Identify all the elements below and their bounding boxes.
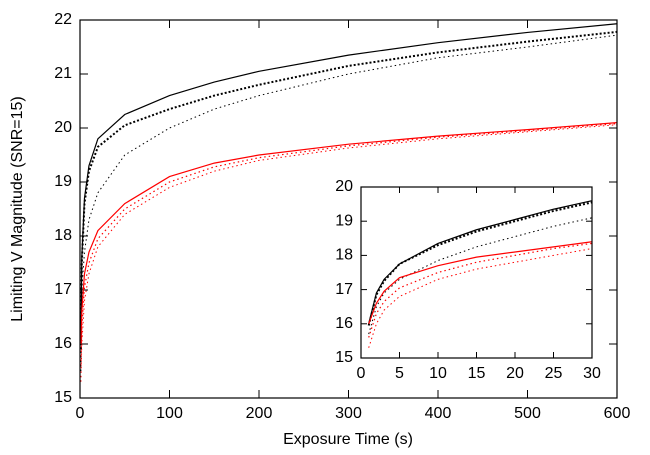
y-tick-label: 22 bbox=[54, 11, 72, 28]
inset-background bbox=[361, 187, 592, 358]
series-line bbox=[368, 248, 593, 348]
series-line bbox=[80, 23, 618, 345]
plot-frame bbox=[360, 186, 593, 359]
y-axis-label: Limiting V Magnitude (SNR=15) bbox=[9, 96, 26, 321]
y-tick-label: 17 bbox=[54, 281, 72, 298]
x-tick-label: 10 bbox=[429, 365, 447, 382]
series-line bbox=[80, 124, 618, 382]
y-tick-label: 16 bbox=[335, 315, 353, 332]
x-tick-label: 300 bbox=[335, 405, 362, 422]
x-tick-label: 200 bbox=[246, 405, 273, 422]
x-tick-label: 30 bbox=[583, 365, 601, 382]
series-line bbox=[79, 30, 618, 350]
plot-frame bbox=[79, 19, 618, 399]
y-tick-label: 20 bbox=[335, 178, 353, 195]
y-tick-label: 15 bbox=[54, 389, 72, 406]
series-line bbox=[368, 200, 593, 324]
y-tick-label: 19 bbox=[54, 173, 72, 190]
y-tick-label: 20 bbox=[54, 119, 72, 136]
y-tick-label: 18 bbox=[54, 227, 72, 244]
x-tick-label: 20 bbox=[506, 365, 524, 382]
x-tick-label: 25 bbox=[545, 365, 563, 382]
x-tick-label: 500 bbox=[514, 405, 541, 422]
y-tick-label: 15 bbox=[335, 349, 353, 366]
y-tick-label: 17 bbox=[335, 281, 353, 298]
x-tick-label: 0 bbox=[76, 405, 85, 422]
x-tick-label: 600 bbox=[604, 405, 631, 422]
y-tick-label: 16 bbox=[54, 335, 72, 352]
series-line bbox=[368, 241, 593, 325]
series-line bbox=[367, 201, 593, 326]
x-tick-label: 400 bbox=[425, 405, 452, 422]
series-line bbox=[80, 123, 618, 366]
x-tick-label: 5 bbox=[395, 365, 404, 382]
y-tick-label: 18 bbox=[335, 247, 353, 264]
x-axis-label: Exposure Time (s) bbox=[283, 431, 413, 448]
x-tick-label: 100 bbox=[156, 405, 183, 422]
y-tick-label: 19 bbox=[335, 212, 353, 229]
series-line bbox=[80, 122, 618, 345]
y-tick-label: 21 bbox=[54, 65, 72, 82]
x-tick-label: 0 bbox=[357, 365, 366, 382]
x-tick-label: 15 bbox=[468, 365, 486, 382]
